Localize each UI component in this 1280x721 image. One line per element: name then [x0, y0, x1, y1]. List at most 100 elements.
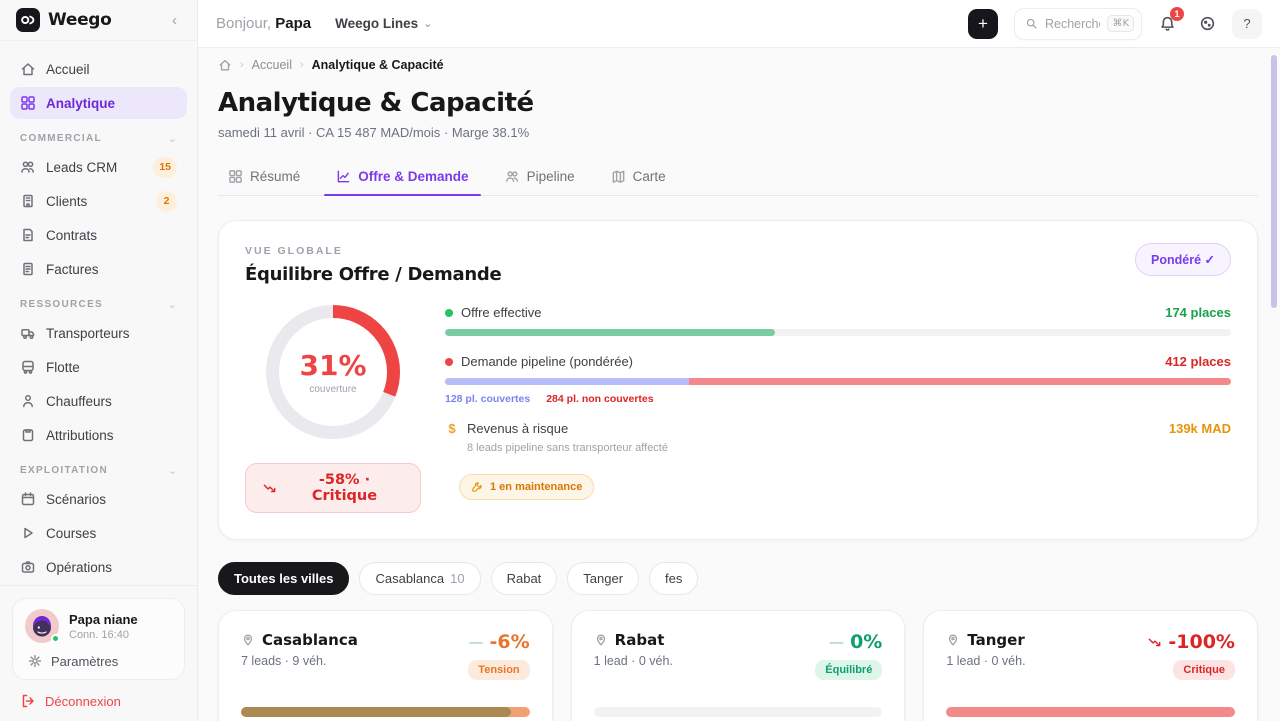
tab-offre-demande[interactable]: Offre & Demande: [324, 160, 481, 196]
page-subtitle: samedi 11 avril · CA 15 487 MAD/mois · M…: [218, 125, 530, 140]
tab-pipeline[interactable]: Pipeline: [501, 160, 579, 195]
sidebar-item-chauffeurs[interactable]: Chauffeurs: [10, 385, 187, 417]
filter-rabat[interactable]: Rabat: [490, 562, 558, 595]
filter-casablanca[interactable]: Casablanca 10: [359, 562, 481, 595]
maintenance-badge: 1 en maintenance: [459, 474, 595, 500]
risk-subtext: 8 leads pipeline sans transporteur affec…: [467, 442, 668, 454]
section-title: EXPLOITATION: [20, 465, 109, 476]
weego-logo-icon: [16, 8, 40, 32]
main-area: Bonjour, Papa Weego Lines ⌄ + Rechercher…: [198, 0, 1280, 721]
city-name: Rabat: [614, 631, 665, 649]
offer-metric: Offre effective 174 places: [445, 305, 1231, 336]
section-exploitation[interactable]: EXPLOITATION ⌄: [10, 464, 187, 477]
vertical-scrollbar[interactable]: [1271, 55, 1277, 308]
city-name: Tanger: [967, 631, 1025, 649]
demand-value: 412 places: [1165, 354, 1231, 369]
search-input[interactable]: Rechercher... ⌘K: [1014, 7, 1142, 40]
city-stats: 1 lead · 0 véh.: [946, 654, 1026, 668]
city-capacity-bar: [241, 707, 530, 717]
theme-toggle-button[interactable]: [1192, 9, 1222, 39]
risk-label: Revenus à risque: [467, 421, 569, 436]
section-commercial[interactable]: COMMERCIAL ⌄: [10, 132, 187, 145]
breadcrumb: › Accueil › Analytique & Capacité: [218, 58, 1258, 72]
chevron-down-icon: ⌄: [423, 18, 433, 30]
tab-label: Résumé: [250, 169, 301, 184]
sidebar-item-factures[interactable]: Factures: [10, 253, 187, 285]
user-card[interactable]: Papa niane Conn. 16:40 Paramètres: [12, 598, 185, 680]
org-switcher[interactable]: Weego Lines ⌄: [335, 16, 432, 31]
map-pin-icon: [594, 633, 608, 647]
users-icon: [20, 159, 36, 175]
line-chart-icon: [336, 169, 351, 184]
clients-count-badge: 2: [156, 190, 177, 212]
home-icon[interactable]: [218, 58, 232, 72]
filter-fes[interactable]: fes: [649, 562, 699, 595]
sidebar-item-clients[interactable]: Clients 2: [10, 185, 187, 217]
chevron-down-icon: ⌄: [167, 133, 177, 145]
logout-button[interactable]: Déconnexion: [20, 693, 185, 709]
add-button[interactable]: +: [968, 8, 998, 39]
sidebar-item-operations[interactable]: Opérations: [10, 551, 187, 583]
demand-label: Demande pipeline (pondérée): [461, 354, 634, 369]
city-cards: Casablanca 7 leads · 9 véh. — -6% Tensio…: [218, 610, 1258, 721]
sidebar-collapse-icon[interactable]: ‹: [172, 11, 177, 29]
tab-resume[interactable]: Résumé: [224, 160, 304, 195]
covered-places-label: 128 pl. couvertes: [445, 393, 531, 405]
pondere-toggle-button[interactable]: Pondéré ✓: [1135, 243, 1231, 276]
users-icon: [505, 169, 520, 184]
status-badge: Tension: [468, 660, 530, 680]
section-ressources[interactable]: RESSOURCES ⌄: [10, 298, 187, 311]
delta-label: -58% · Critique: [311, 472, 378, 504]
filter-label: Rabat: [506, 571, 542, 586]
filter-label: fes: [665, 571, 683, 586]
city-capacity-fill: [946, 707, 1235, 717]
logo[interactable]: Weego: [16, 8, 112, 32]
sidebar-item-attributions[interactable]: Attributions: [10, 419, 187, 451]
overview-metrics: Offre effective 174 places Demande pipel…: [445, 303, 1231, 513]
trend-down-icon: [1147, 635, 1162, 650]
offer-dot: [445, 308, 453, 317]
user-connection-time: Conn. 16:40: [69, 628, 129, 641]
notifications-button[interactable]: 1: [1152, 6, 1184, 39]
invoice-icon: [20, 261, 36, 277]
sidebar-item-courses[interactable]: Courses: [10, 517, 187, 549]
city-card-casablanca[interactable]: Casablanca 7 leads · 9 véh. — -6% Tensio…: [218, 610, 553, 721]
building-icon: [20, 193, 36, 209]
filter-tanger[interactable]: Tanger: [567, 562, 640, 595]
city-capacity-bar: [946, 707, 1235, 717]
section-title: RESSOURCES: [20, 299, 104, 310]
sidebar-item-analytique[interactable]: Analytique: [10, 87, 187, 119]
play-icon: [20, 525, 36, 541]
sidebar-item-label: Factures: [46, 261, 99, 277]
sidebar-item-transporteurs[interactable]: Transporteurs: [10, 317, 187, 349]
sidebar-item-accueil[interactable]: Accueil: [10, 53, 187, 85]
tab-carte[interactable]: Carte: [607, 160, 670, 195]
overview-eyebrow: VUE GLOBALE: [245, 245, 343, 257]
sidebar-item-leads-crm[interactable]: Leads CRM 15: [10, 151, 187, 183]
status-badge: Équilibré: [815, 660, 883, 680]
minus-icon: —: [829, 633, 845, 651]
leads-count-badge: 15: [153, 156, 177, 178]
bus-icon: [20, 359, 36, 375]
trend-down-icon: [262, 481, 277, 496]
city-filters: Toutes les villes Casablanca 10 Rabat Ta…: [218, 562, 1258, 595]
sidebar-footer: Papa niane Conn. 16:40 Paramètres Déconn…: [0, 585, 197, 721]
settings-link[interactable]: Paramètres: [25, 653, 172, 669]
sidebar-item-scenarios[interactable]: Scénarios: [10, 483, 187, 515]
sidebar-item-label: Flotte: [46, 359, 80, 375]
sidebar-item-label: Accueil: [46, 61, 90, 77]
gear-icon: [27, 653, 43, 669]
help-button[interactable]: ?: [1232, 8, 1262, 39]
chevron-down-icon: ⌄: [167, 465, 177, 477]
sidebar: Weego ‹ Accueil Analytique COMMERCIAL ⌄ …: [0, 0, 198, 721]
coverage-percent: 31%: [299, 349, 367, 382]
breadcrumb-accueil[interactable]: Accueil: [251, 58, 292, 72]
filter-toutes-les-villes[interactable]: Toutes les villes: [218, 562, 350, 595]
city-card-tanger[interactable]: Tanger 1 lead · 0 véh. -100% Critique: [923, 610, 1258, 721]
sidebar-item-flotte[interactable]: Flotte: [10, 351, 187, 383]
grid-icon: [20, 95, 36, 111]
city-card-rabat[interactable]: Rabat 1 lead · 0 véh. — 0% Équilibré: [570, 610, 906, 721]
logo-text: Weego: [48, 10, 112, 30]
sidebar-item-contrats[interactable]: Contrats: [10, 219, 187, 251]
calendar-icon: [20, 491, 36, 507]
